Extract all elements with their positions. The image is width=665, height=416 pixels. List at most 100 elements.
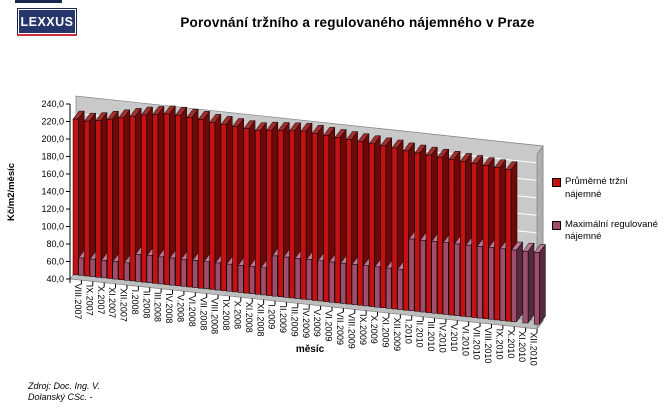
x-tick-label: VI.2009 [324, 310, 334, 341]
x-tick-label: IX.2007 [84, 285, 94, 316]
bar-trzni [414, 152, 421, 312]
bar-trzni [334, 137, 341, 304]
y-tick-label: 200,0 [41, 134, 64, 144]
x-tick-label: XI.2008 [244, 302, 254, 333]
bar-trzni [106, 118, 113, 279]
x-tick-label: IV.2010 [437, 323, 447, 353]
chart-title: Porovnání tržního a regulovaného nájemné… [180, 15, 535, 30]
x-tick-label: VII.2009 [335, 312, 345, 346]
x-tick-label: IV.2008 [164, 293, 174, 323]
bar-regulovane [78, 257, 85, 276]
bar-trzni [300, 130, 307, 300]
bar-trzni [403, 150, 409, 311]
x-tick-label: III.2010 [426, 321, 436, 351]
bar-regulovane [215, 262, 221, 291]
bar-regulovane [101, 260, 107, 279]
bar-regulovane [260, 267, 267, 296]
bar-regulovane [408, 238, 415, 312]
x-tick-label: V.2008 [176, 294, 186, 322]
bar-trzni [346, 139, 352, 305]
bar-regulovane [146, 255, 153, 283]
bar-regulovane [397, 269, 403, 310]
x-tick-label: VII.2010 [472, 326, 482, 360]
bar-trzni [152, 114, 159, 284]
legend-swatch-trzni [552, 178, 561, 187]
bar-trzni [391, 147, 398, 310]
bar-trzni [460, 161, 466, 317]
bar-regulovane [306, 259, 312, 301]
y-tick-label: 120,0 [41, 204, 64, 214]
x-tick-label: VII.2008 [198, 297, 208, 331]
source-note: Zdroj: Doc. Ing. V. Dolanský CSc. - [28, 381, 100, 403]
x-tick-label: XII.2008 [255, 303, 265, 337]
bar-trzni [471, 163, 478, 318]
y-tick-label: 140,0 [41, 187, 64, 197]
bar-trzni [437, 156, 443, 315]
bar-regulovane [169, 257, 176, 286]
bar-regulovane [192, 260, 198, 288]
bar-trzni [84, 120, 90, 277]
bar-trzni [175, 114, 181, 287]
bar-trzni [220, 124, 227, 291]
bar-trzni [289, 130, 295, 299]
bar-regulovane [271, 255, 278, 297]
x-tick-label: X.2007 [96, 286, 106, 315]
bar-trzni [494, 167, 500, 321]
y-tick-label: 60,0 [46, 257, 64, 267]
bar-regulovane [533, 252, 540, 325]
x-tick-label: XII.2007 [119, 288, 129, 322]
x-tick-label: XI.2007 [107, 287, 117, 318]
x-tick-label: XII.2009 [392, 318, 402, 352]
y-tick-label: 220,0 [41, 117, 64, 127]
bar-trzni [243, 128, 250, 294]
bar-trzni [209, 122, 216, 290]
bar-side [89, 112, 96, 277]
bar-trzni [323, 135, 330, 302]
bar-regulovane [454, 243, 460, 316]
lexxus-logo-text: LEXXUS [20, 14, 74, 29]
x-tick-label: I.2010 [403, 319, 413, 344]
x-tick-label: VIII.2009 [346, 313, 356, 349]
bar-regulovane [180, 259, 187, 287]
source-line-1: Zdroj: Doc. Ing. V. [28, 381, 100, 391]
y-tick-label: 80,0 [46, 239, 64, 249]
x-tick-label: II.2009 [278, 305, 288, 333]
bar-regulovane [420, 240, 426, 313]
y-tick-label: 100,0 [41, 222, 64, 232]
bar-trzni [186, 117, 193, 288]
bar-regulovane [499, 248, 506, 321]
bar-regulovane [363, 265, 369, 307]
legend-label-trzni: Průměrné tržní nájemné [565, 176, 628, 200]
bar-regulovane [123, 262, 130, 281]
x-tick-label: V.2009 [312, 309, 322, 337]
bar-side [123, 109, 131, 281]
bar-regulovane [283, 256, 290, 298]
x-tick-label: I.2009 [267, 304, 277, 329]
x-tick-label: IX.2008 [221, 299, 231, 330]
lexxus-logo: LEXXUS [17, 8, 77, 35]
bar-trzni [72, 118, 79, 276]
x-tick-label: X.2009 [369, 315, 379, 344]
x-tick-label: VI.2010 [460, 325, 470, 356]
x-tick-label: III.2009 [289, 307, 299, 337]
bar-trzni [368, 143, 375, 307]
x-tick-label: VIII.2007 [73, 284, 83, 320]
legend: Průměrné tržní nájemné Maximální regulov… [552, 176, 662, 261]
bar-trzni [232, 126, 238, 293]
bar-trzni [357, 141, 364, 306]
bar-regulovane [522, 250, 529, 324]
x-tick-label: II.2008 [141, 291, 151, 319]
bar-trzni [198, 119, 204, 289]
y-tick-label: 160,0 [41, 169, 64, 179]
x-tick-label: XI.2010 [517, 331, 527, 362]
x-tick-label: VI.2008 [187, 296, 197, 327]
logo-top-strip [15, 0, 62, 3]
bar-regulovane [135, 254, 142, 282]
x-tick-label: IX.2010 [494, 329, 504, 360]
y-tick-label: 240,0 [41, 99, 64, 109]
y-tick-label: 180,0 [41, 152, 64, 162]
x-axis-title: měsíc [296, 344, 325, 355]
logo-underline [17, 34, 77, 36]
bar-regulovane [477, 246, 483, 319]
